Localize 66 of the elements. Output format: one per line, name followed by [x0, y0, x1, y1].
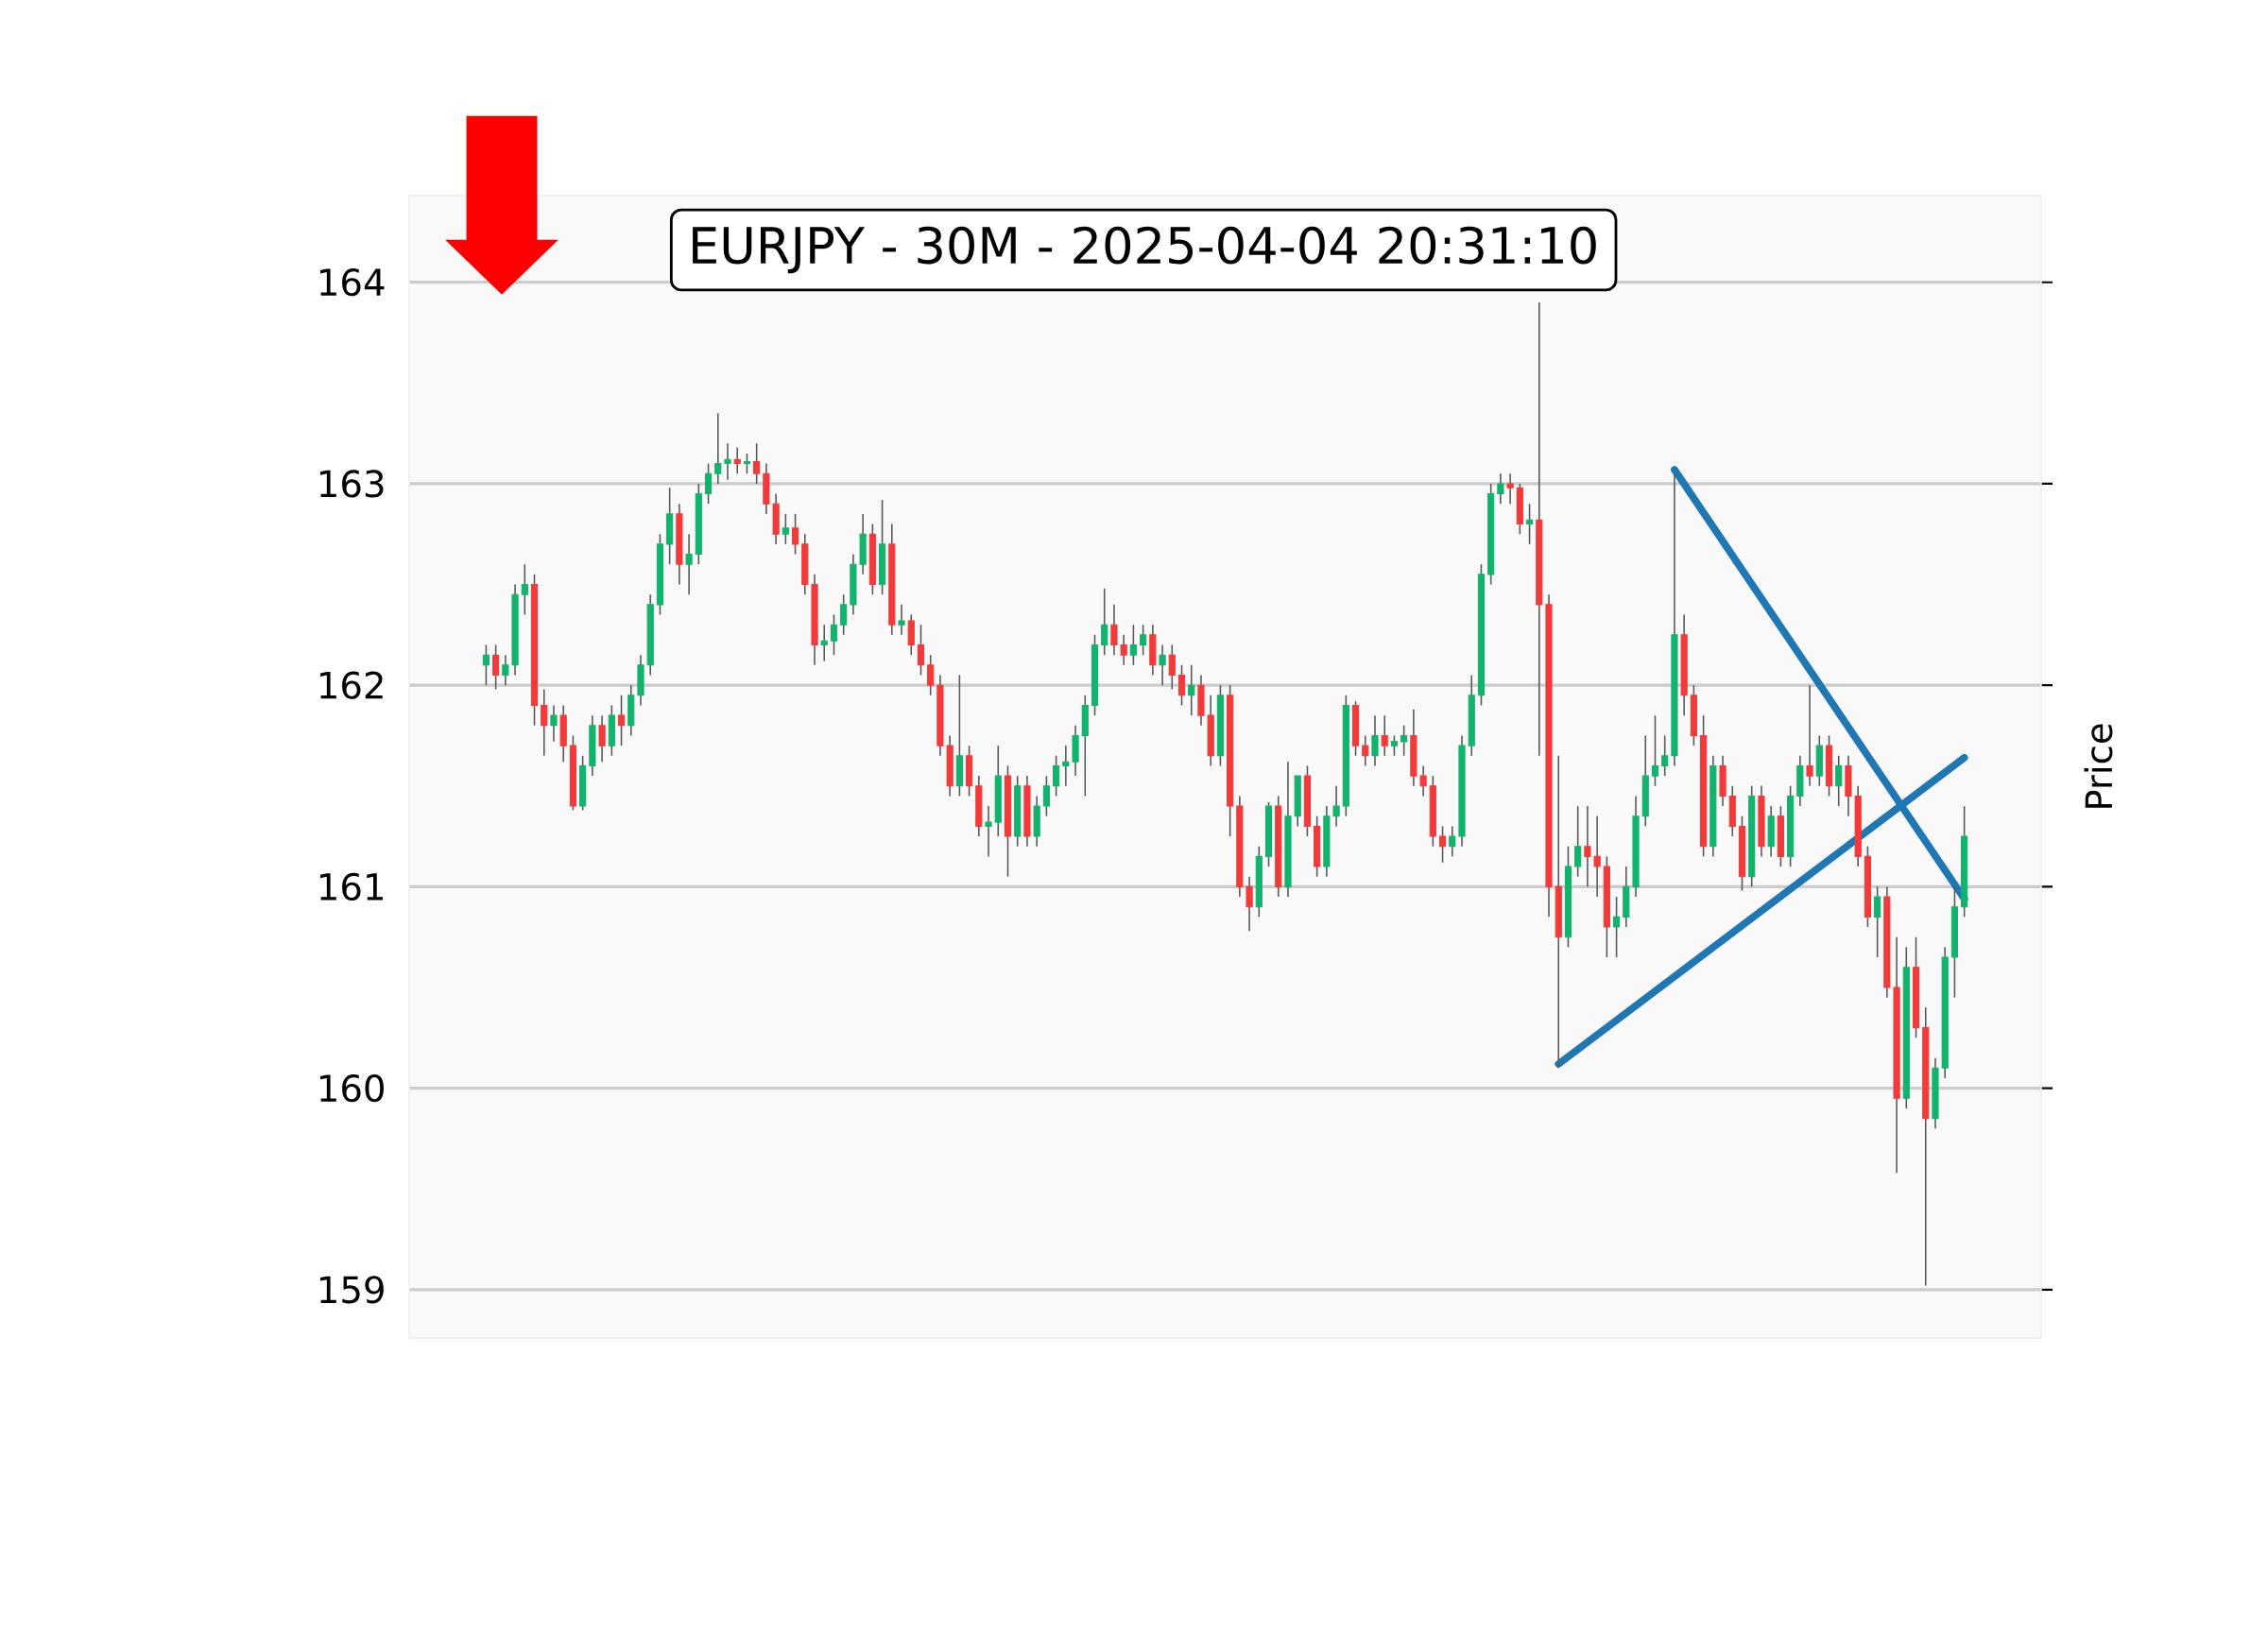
- candlestick: [1419, 764, 1427, 798]
- candlestick: [791, 513, 799, 556]
- candlestick: [1381, 714, 1388, 757]
- y-tick-label: 160: [320, 1074, 384, 1103]
- candlestick: [1101, 588, 1108, 656]
- candlestick: [550, 704, 558, 743]
- y-tick-label: 161: [320, 872, 383, 901]
- y-tick-label: 163: [320, 470, 384, 498]
- candlestick: [917, 624, 925, 677]
- candlestick: [521, 563, 528, 616]
- candlestick: [685, 533, 693, 595]
- candlestick: [927, 654, 935, 696]
- candlestick: [1140, 624, 1147, 656]
- y-tick-label: 159: [320, 1276, 384, 1304]
- candlestick: [1506, 472, 1514, 506]
- candlestick: [1129, 624, 1137, 666]
- candlestick: [598, 714, 606, 763]
- candlestick: [898, 604, 905, 636]
- candlestick: [482, 643, 490, 686]
- candlestick: [1332, 784, 1340, 828]
- candlestick: [1438, 825, 1447, 864]
- y-tick-label: 164: [320, 268, 385, 297]
- candlestick: [1120, 634, 1127, 666]
- candlestick: [1584, 805, 1591, 888]
- candlestick: [1362, 734, 1369, 767]
- candlestick: [1168, 643, 1176, 691]
- candlestick: [1246, 875, 1253, 933]
- candlestick: [1835, 754, 1843, 807]
- candlestick: [1042, 775, 1050, 817]
- candlestick: [502, 654, 509, 686]
- candlestick: [704, 462, 713, 506]
- candlestick: [743, 453, 751, 475]
- candlestick: [830, 613, 838, 656]
- candlestick: [840, 593, 848, 636]
- y-axis-title: Price: [2084, 724, 2113, 808]
- candlestick: [985, 805, 992, 858]
- candlestick: [782, 513, 789, 545]
- candlestick: [1371, 714, 1379, 767]
- candlestick: [820, 624, 828, 662]
- candlestick: [1806, 684, 1813, 787]
- candlestick: [753, 442, 761, 485]
- candlestick: [1612, 896, 1621, 958]
- candlestick: [1497, 472, 1504, 506]
- text: EURJPY - 30M - 2025-04-04 20:31:10: [693, 226, 1596, 274]
- candlestick: [1449, 825, 1456, 858]
- candlestick: [714, 412, 722, 485]
- candlestick: [1062, 745, 1070, 787]
- candlestick: [1651, 714, 1659, 787]
- candlestick: [1574, 805, 1582, 878]
- candlestick: [1110, 604, 1118, 656]
- candlestick: [541, 688, 548, 757]
- candlestick: [1053, 754, 1060, 798]
- candlestick: [733, 446, 741, 475]
- candlestick: [1188, 664, 1195, 716]
- candlestick: [617, 695, 626, 746]
- candlestick: [1159, 643, 1166, 686]
- candlestick: [1661, 734, 1669, 777]
- candlestick: [492, 643, 500, 691]
- y-tick-label: 162: [320, 671, 383, 699]
- candlestick: [1400, 725, 1408, 757]
- candlestick: [1390, 734, 1399, 757]
- candlestick: [1593, 815, 1601, 898]
- candlestick: [1177, 664, 1186, 707]
- candlestick: [724, 442, 731, 481]
- candlestick: [1874, 885, 1881, 958]
- candlestick: [1525, 503, 1534, 545]
